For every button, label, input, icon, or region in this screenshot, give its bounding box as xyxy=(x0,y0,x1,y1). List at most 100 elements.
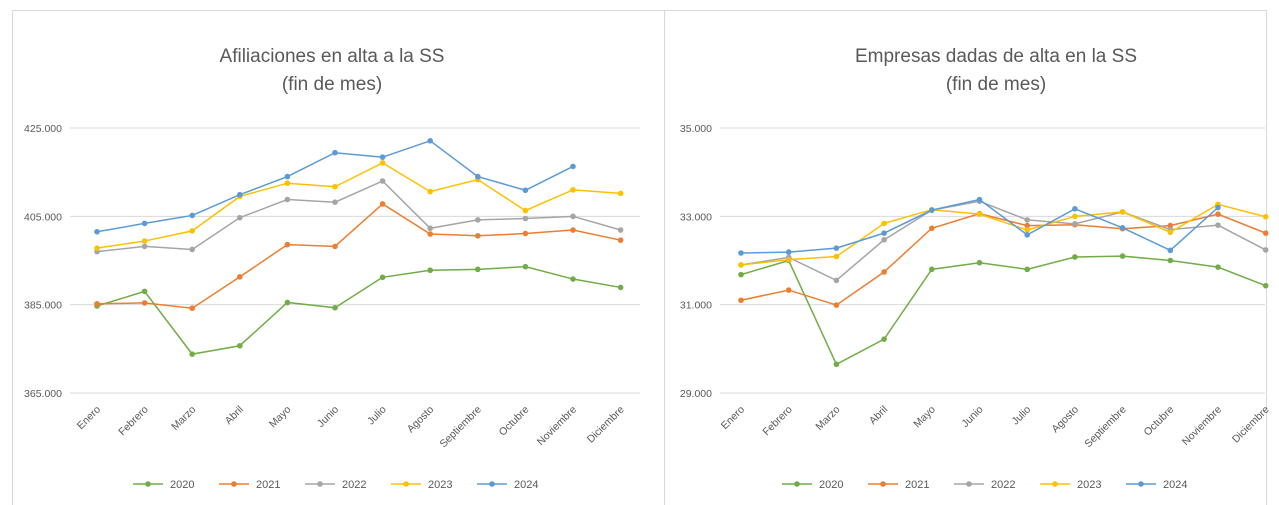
data-point-2023 xyxy=(833,253,840,260)
chart-frame-top xyxy=(12,10,1267,11)
legend-marker-2020 xyxy=(145,481,151,487)
panel-divider xyxy=(664,10,665,505)
data-point-2020 xyxy=(1167,257,1174,264)
data-point-2021 xyxy=(141,300,148,306)
data-point-2022 xyxy=(475,217,481,223)
series-line-2023 xyxy=(740,203,1266,266)
data-point-2023 xyxy=(1262,213,1269,220)
data-point-2024 xyxy=(284,173,291,180)
series-line-2023 xyxy=(96,162,621,249)
data-point-2021 xyxy=(1215,211,1221,217)
x-tick-label: Febrero xyxy=(760,404,795,439)
data-point-2020 xyxy=(189,351,195,357)
data-point-2020 xyxy=(1262,282,1269,289)
data-point-2021 xyxy=(738,297,744,304)
y-tick-label: 31.000 xyxy=(680,300,712,312)
data-point-2023 xyxy=(1167,229,1174,236)
legend-marker-2023 xyxy=(403,481,409,487)
chart-subtitle: (fin de mes) xyxy=(282,74,382,95)
data-point-2022 xyxy=(141,243,148,250)
y-tick-label: 405.000 xyxy=(24,211,62,223)
data-point-2020 xyxy=(1024,266,1030,273)
data-point-2020 xyxy=(1072,254,1078,260)
data-point-2023 xyxy=(189,228,195,234)
data-point-2023 xyxy=(94,245,100,251)
data-point-2021 xyxy=(929,225,935,232)
data-point-2020 xyxy=(427,267,434,274)
x-tick-label: Enero xyxy=(75,404,103,432)
x-tick-label: Diciembre xyxy=(1230,404,1272,446)
data-point-2020 xyxy=(833,361,840,368)
x-tick-label: Junio xyxy=(315,404,341,430)
series-line-2021 xyxy=(740,212,1266,306)
data-point-2021 xyxy=(570,227,576,233)
y-tick-label: 385.000 xyxy=(24,300,62,312)
data-point-2021 xyxy=(1024,222,1030,229)
data-point-2020 xyxy=(379,274,386,281)
data-point-2023 xyxy=(284,180,291,187)
data-point-2024 xyxy=(237,191,243,198)
data-point-2022 xyxy=(427,225,434,232)
y-tick-label: 29.000 xyxy=(680,388,712,400)
chart-frame-left xyxy=(12,10,13,505)
data-point-2022 xyxy=(1024,217,1030,223)
data-point-2024 xyxy=(976,196,983,203)
legend-label-2020: 2020 xyxy=(170,479,194,491)
legend-label-2023: 2023 xyxy=(1077,479,1101,491)
legend-marker-2024 xyxy=(489,481,495,487)
legend-label-2020: 2020 xyxy=(819,479,843,491)
data-point-2023 xyxy=(617,190,624,197)
data-point-2020 xyxy=(1215,264,1221,270)
legend-marker-2021 xyxy=(231,481,237,487)
data-point-2023 xyxy=(976,211,983,217)
x-tick-label: Junio xyxy=(959,404,985,430)
data-point-2024 xyxy=(738,250,744,256)
data-point-2021 xyxy=(475,232,481,239)
x-tick-label: Febrero xyxy=(116,404,151,439)
data-point-2020 xyxy=(522,263,529,270)
data-point-2022 xyxy=(617,227,624,233)
x-tick-label: Mayo xyxy=(267,404,294,431)
data-point-2021 xyxy=(237,274,243,280)
data-point-2020 xyxy=(237,342,243,349)
x-tick-label: Octubre xyxy=(497,404,532,439)
data-point-2024 xyxy=(427,138,434,144)
empresas-line-chart: Empresas dadas de alta en la SS (fin de … xyxy=(680,46,1272,491)
data-point-2021 xyxy=(1167,222,1174,229)
x-tick-label: Noviembre xyxy=(535,404,579,448)
legend-marker-2020 xyxy=(794,481,800,487)
series-line-2020 xyxy=(96,265,621,355)
chart-title: Empresas dadas de alta en la SS xyxy=(855,46,1137,67)
legend-label-2022: 2022 xyxy=(342,479,366,491)
data-point-2024 xyxy=(475,173,481,180)
data-point-2024 xyxy=(1072,206,1078,212)
data-point-2024 xyxy=(94,228,100,235)
data-point-2022 xyxy=(189,246,195,253)
data-point-2022 xyxy=(1262,247,1269,253)
series-line-2022 xyxy=(740,200,1267,282)
data-point-2024 xyxy=(881,230,887,236)
data-point-2024 xyxy=(1024,232,1030,238)
x-tick-label: Septiembre xyxy=(437,404,484,451)
data-point-2024 xyxy=(522,187,529,194)
legend-marker-2023 xyxy=(1052,481,1058,487)
y-tick-label: 35.000 xyxy=(680,123,712,135)
chart-title: Afiliaciones en alta a la SS xyxy=(220,46,445,67)
data-point-2022 xyxy=(1072,221,1078,227)
x-tick-label: Julio xyxy=(365,404,389,428)
data-point-2022 xyxy=(1215,222,1221,228)
data-point-2023 xyxy=(332,183,338,190)
data-point-2022 xyxy=(237,214,243,221)
data-point-2024 xyxy=(379,154,386,160)
x-tick-label: Marzo xyxy=(813,404,842,433)
data-point-2021 xyxy=(332,243,338,250)
legend-marker-2022 xyxy=(966,481,972,487)
data-point-2023 xyxy=(1072,213,1078,220)
data-point-2022 xyxy=(881,236,887,243)
data-point-2023 xyxy=(427,188,434,195)
data-point-2020 xyxy=(1119,253,1126,259)
data-point-2023 xyxy=(522,207,529,214)
data-point-2022 xyxy=(833,277,840,284)
data-point-2023 xyxy=(379,160,386,166)
data-point-2022 xyxy=(522,215,529,222)
